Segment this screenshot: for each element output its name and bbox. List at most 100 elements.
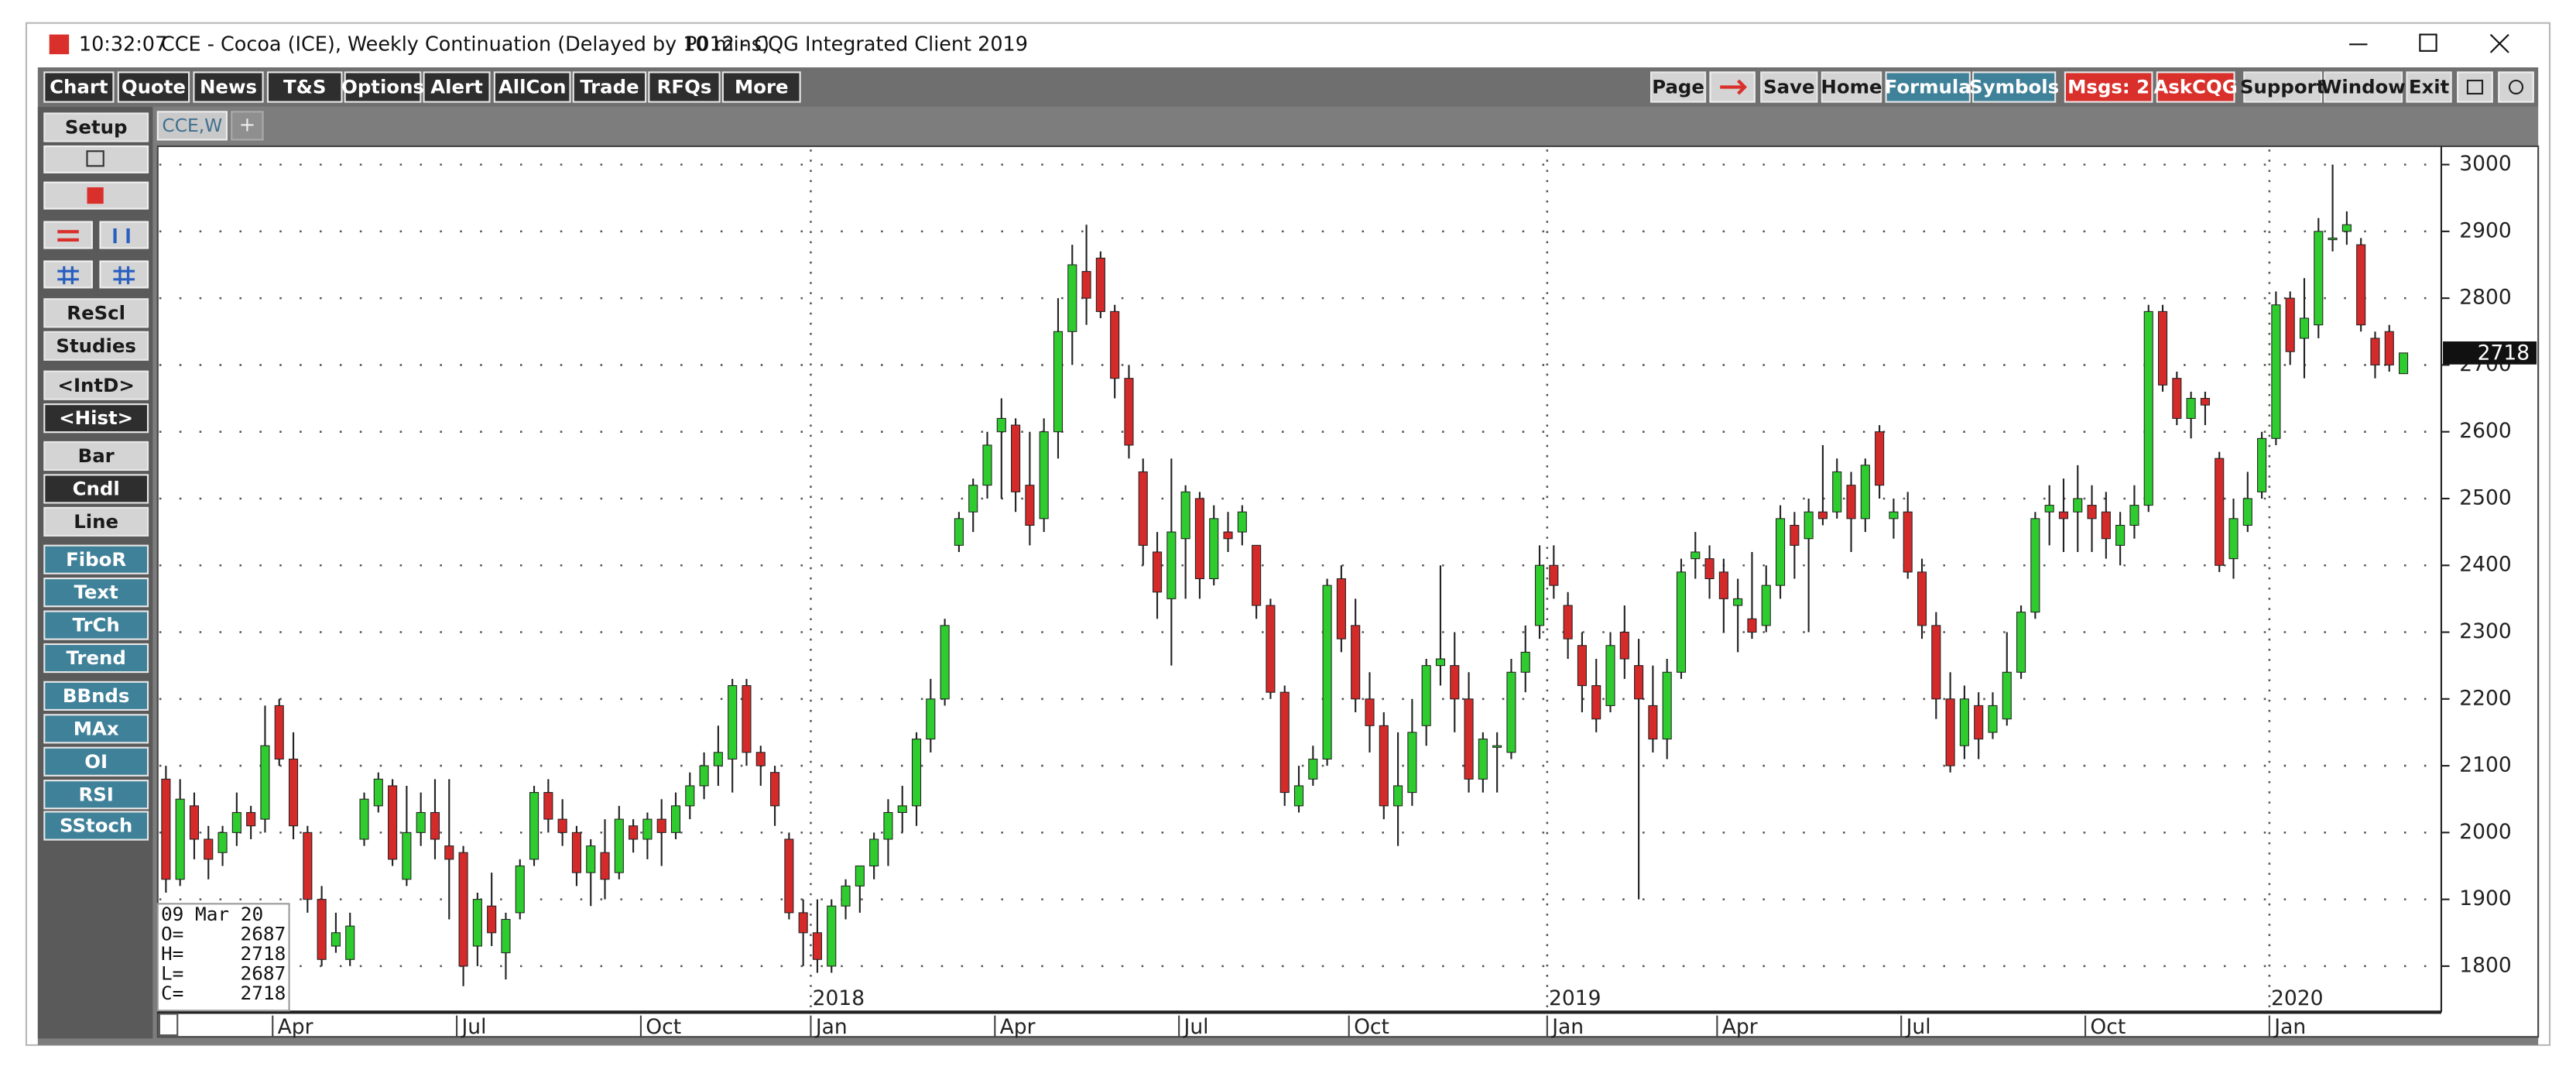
button-label: Line: [74, 510, 118, 533]
button[interactable]: [117, 71, 190, 103]
button[interactable]: [43, 370, 149, 400]
button[interactable]: [2064, 71, 2153, 103]
last-price-label: 2718: [2478, 341, 2530, 365]
candle-body: [2016, 612, 2026, 673]
candle-body: [911, 739, 922, 807]
button[interactable]: [266, 71, 343, 103]
link-icon: [1720, 79, 1748, 95]
candle-body: [288, 758, 299, 827]
candle-body: [2299, 317, 2310, 339]
info-value: 2687: [241, 962, 286, 985]
menu-bar: Chart Quote News T&S Options Alert AllCon Trade…: [43, 71, 801, 103]
candle-body: [614, 818, 624, 873]
candle-body: [656, 818, 666, 833]
zoom-in-button[interactable]: [43, 260, 93, 289]
button-label: Studies: [56, 334, 135, 357]
candle-body: [1039, 431, 1049, 519]
candle-body: [1393, 785, 1403, 807]
candle-body: [798, 912, 808, 934]
button[interactable]: [43, 403, 149, 434]
button[interactable]: [43, 441, 149, 471]
button[interactable]: [43, 71, 115, 103]
button-label: More: [735, 76, 789, 98]
chart-tab[interactable]: [156, 111, 228, 141]
scroll-box[interactable]: [158, 1013, 179, 1037]
button[interactable]: [1650, 71, 1707, 103]
button[interactable]: [43, 331, 149, 361]
maximize-button[interactable]: [2419, 33, 2437, 52]
candle-body: [1577, 645, 1587, 687]
candle-body: [2242, 498, 2252, 526]
candle-body: [827, 905, 837, 967]
button[interactable]: [43, 746, 149, 777]
button[interactable]: [43, 610, 149, 640]
button[interactable]: [43, 506, 149, 537]
candle-body: [1138, 471, 1148, 546]
candle-body: [742, 685, 752, 753]
button[interactable]: [193, 71, 264, 103]
candle-body: [1534, 564, 1545, 626]
button[interactable]: [2406, 71, 2452, 103]
candle-body: [359, 798, 369, 840]
button[interactable]: [2324, 71, 2403, 103]
candle-body: [571, 832, 581, 873]
button[interactable]: [43, 578, 149, 608]
candle-body: [1336, 578, 1346, 640]
candle-body: [2399, 352, 2409, 375]
candle-body: [274, 705, 284, 760]
help-button[interactable]: [2498, 71, 2534, 103]
button[interactable]: [1821, 71, 1882, 103]
candle-body: [1563, 605, 1573, 640]
y-tick-label: 2500: [2459, 485, 2511, 509]
button-label: AllCon: [498, 76, 567, 98]
close-button[interactable]: [2489, 33, 2509, 53]
candle-body: [1293, 785, 1304, 807]
button[interactable]: [2156, 71, 2235, 103]
button[interactable]: [1760, 71, 1818, 103]
candle-body: [416, 811, 426, 833]
zoom-out-button[interactable]: [99, 260, 149, 289]
button[interactable]: [43, 474, 149, 504]
tab-label: CCE,W: [162, 115, 222, 136]
button[interactable]: [43, 811, 149, 841]
button[interactable]: [423, 71, 491, 103]
scroll-left-button[interactable]: [43, 221, 93, 249]
button[interactable]: [721, 71, 801, 103]
candle-body: [2030, 518, 2040, 613]
button-label: Setup: [65, 116, 128, 139]
candle-body: [968, 485, 978, 513]
add-tab-button[interactable]: [231, 111, 264, 141]
candle-body: [175, 798, 185, 880]
info-date: 09 Mar 20: [161, 903, 263, 925]
button-label: Page: [1652, 76, 1704, 98]
button[interactable]: [648, 71, 721, 103]
button-label: Window: [2321, 76, 2405, 98]
button[interactable]: [43, 714, 149, 744]
button[interactable]: [2243, 71, 2323, 103]
button[interactable]: [43, 298, 149, 328]
candle-body: [2186, 398, 2196, 419]
button[interactable]: [1972, 71, 2057, 103]
candle-body: [472, 899, 482, 947]
candle-body: [1011, 424, 1021, 492]
candle-body: [2200, 398, 2210, 406]
button[interactable]: [43, 780, 149, 810]
scroll-right-button[interactable]: [99, 221, 149, 249]
candle-body: [529, 792, 540, 860]
candle-body: [713, 752, 723, 766]
button-label: T&S: [283, 76, 326, 98]
button[interactable]: [43, 643, 149, 674]
print-button[interactable]: [43, 145, 149, 173]
x-tick-label: Jul: [460, 1015, 486, 1039]
candle-body: [2058, 511, 2069, 519]
button[interactable]: [1885, 71, 1971, 103]
button[interactable]: [43, 681, 149, 711]
x-tick-label: Jul: [1905, 1015, 1931, 1039]
button-label: FiboR: [66, 548, 126, 571]
button[interactable]: [344, 71, 422, 103]
button[interactable]: [43, 544, 149, 574]
button[interactable]: [493, 71, 571, 103]
button[interactable]: [572, 71, 647, 103]
restore-button[interactable]: [2457, 71, 2493, 103]
button[interactable]: [43, 112, 149, 142]
